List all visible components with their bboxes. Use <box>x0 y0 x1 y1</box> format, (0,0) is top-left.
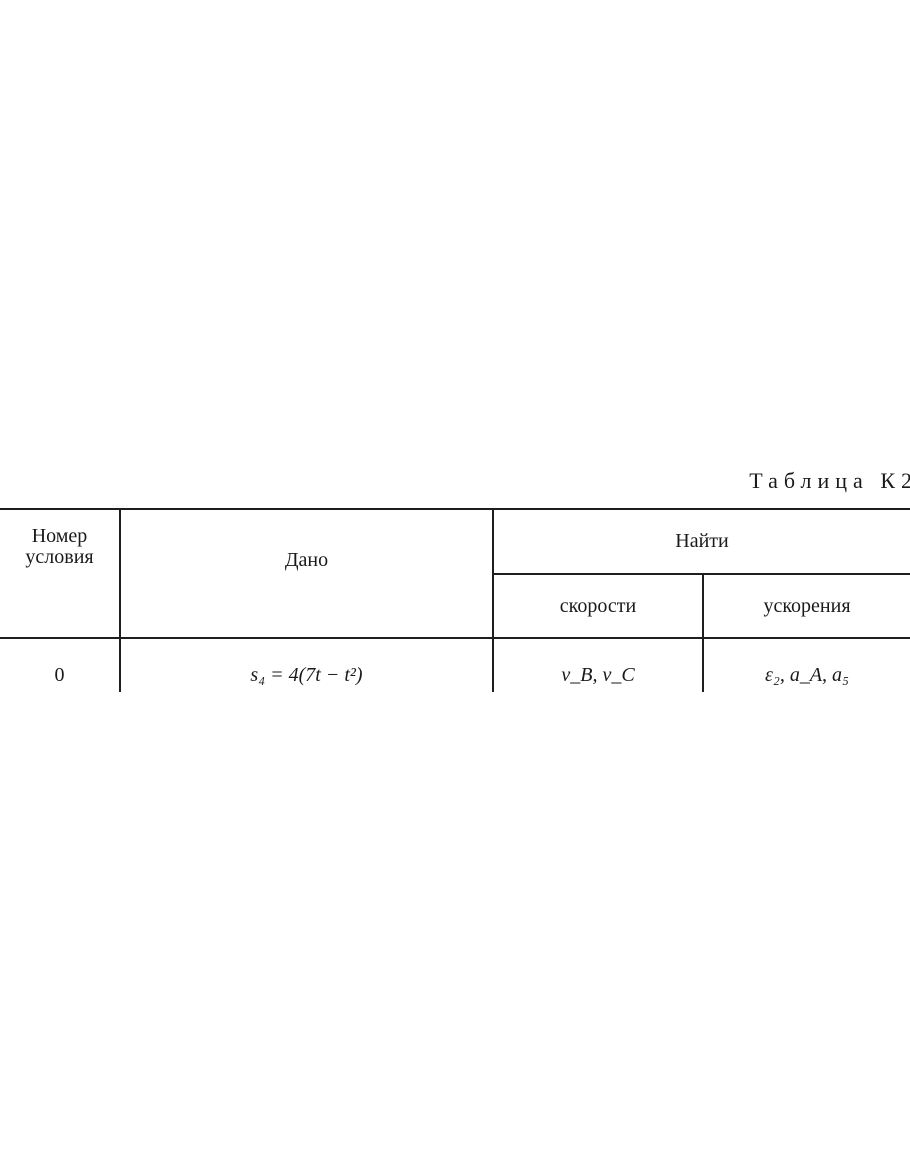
row-given: s₄ = 4(7t − t²) <box>250 663 363 686</box>
header-find: Найти <box>675 530 729 552</box>
table-top-border <box>0 508 910 510</box>
row-velocities: v_B, v_C <box>561 663 635 686</box>
header-number: Номер условия <box>25 525 94 568</box>
column-divider <box>492 509 494 692</box>
header-given: Дано <box>284 548 329 571</box>
row-number: 0 <box>54 663 65 686</box>
table-title: Таблица К2 <box>749 468 910 493</box>
column-divider <box>119 509 121 692</box>
row-accelerations: ε₂, a_A, a₅ <box>764 663 849 686</box>
header-bottom-border <box>0 637 910 639</box>
column-divider <box>702 574 704 692</box>
header-accelerations: ускорения <box>763 594 851 617</box>
header-velocities: скорости <box>559 594 637 617</box>
header-divider <box>493 573 910 575</box>
